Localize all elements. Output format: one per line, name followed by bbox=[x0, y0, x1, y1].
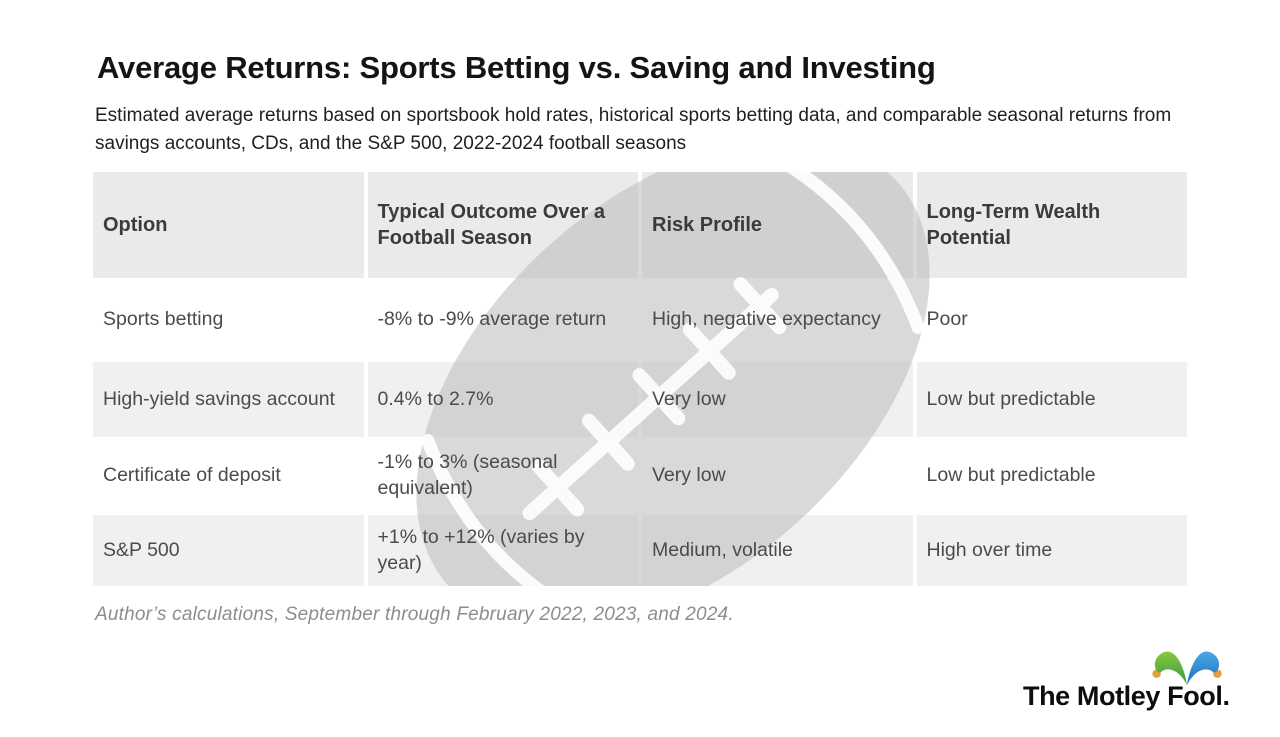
brand-name: The Motley Fool. bbox=[1023, 681, 1230, 711]
table-cell-wealth: Low but predictable bbox=[916, 362, 1187, 437]
source-footnote: Author’s calculations, September through… bbox=[95, 604, 734, 625]
brand-logo: The Motley Fool. bbox=[1023, 651, 1230, 721]
table-cell-risk: High, negative expectancy bbox=[652, 308, 881, 331]
page-subtitle: Estimated average returns based on sport… bbox=[95, 105, 1172, 154]
table-cell-option: S&P 500 bbox=[93, 515, 364, 586]
column-header-typical-outcome: Typical Outcome Over a Football Season bbox=[367, 172, 638, 278]
table-cell-wealth: High over time bbox=[916, 515, 1187, 586]
table-cell-option: High-yield savings account bbox=[93, 362, 364, 437]
table-grid: Option Typical Outcome Over a Football S… bbox=[93, 172, 1187, 586]
table-cell-outcome: -8% to -9% average return bbox=[377, 308, 607, 331]
table-cell-risk: Very low bbox=[642, 362, 913, 437]
table-cell-wealth: Low but predictable bbox=[926, 464, 1096, 487]
comparison-table: Option Typical Outcome Over a Football S… bbox=[93, 172, 1187, 586]
table-cell-outcome: 0.4% to 2.7% bbox=[367, 362, 638, 437]
table-cell-risk: Medium, volatile bbox=[642, 515, 913, 586]
column-header-wealth-potential: Long-Term Wealth Potential bbox=[916, 172, 1187, 278]
table-cell-option: Certificate of deposit bbox=[103, 464, 281, 487]
column-header-option: Option bbox=[93, 172, 364, 278]
page-title: Average Returns: Sports Betting vs. Savi… bbox=[97, 50, 936, 85]
column-header-risk-profile: Risk Profile bbox=[642, 172, 913, 278]
table-cell-wealth: Poor bbox=[926, 308, 968, 331]
table-cell-outcome: -1% to 3% (seasonal equivalent) bbox=[377, 451, 558, 499]
table-cell-option: Sports betting bbox=[103, 308, 224, 331]
table-cell-risk: Very low bbox=[652, 464, 726, 487]
table-cell-outcome: +1% to +12% (varies by year) bbox=[367, 515, 638, 586]
jester-cap-icon bbox=[1152, 651, 1222, 686]
